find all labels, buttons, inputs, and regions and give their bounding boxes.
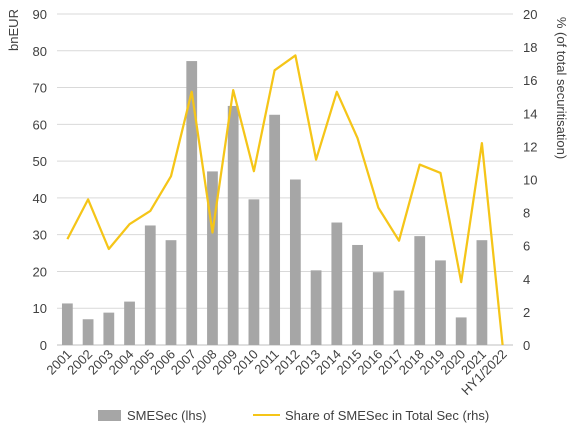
bar-2006 <box>165 240 177 345</box>
right-tick-label: 12 <box>523 139 537 154</box>
bar-2004 <box>124 301 135 345</box>
legend-swatch-smesec <box>98 410 121 421</box>
bar-2019 <box>435 260 446 345</box>
left-tick-label: 30 <box>33 228 47 243</box>
legend-label-share: Share of SMESec in Total Sec (rhs) <box>285 408 489 423</box>
bar-2016 <box>372 272 384 345</box>
right-axis-ticks: 0 2 4 6 8 10 12 14 16 18 20 <box>523 7 537 353</box>
legend-label-smesec: SMESec (lhs) <box>127 408 206 423</box>
share-line <box>66 54 504 346</box>
left-tick-label: 80 <box>33 44 47 59</box>
right-tick-label: 20 <box>523 7 537 22</box>
bar-2007 <box>186 61 198 345</box>
right-tick-label: 4 <box>523 272 530 287</box>
bar-series <box>61 61 488 345</box>
legend: SMESec (lhs) Share of SMESec in Total Se… <box>98 408 489 423</box>
right-tick-label: 0 <box>523 338 530 353</box>
bar-2002 <box>82 319 94 345</box>
bar-2020 <box>455 317 467 345</box>
left-tick-label: 10 <box>33 301 47 316</box>
left-tick-label: 20 <box>33 264 47 279</box>
bar-2012 <box>289 179 301 345</box>
right-tick-label: 10 <box>523 173 537 188</box>
right-tick-label: 16 <box>523 73 537 88</box>
left-axis-title: bnEUR <box>6 9 21 51</box>
bar-2010 <box>248 199 260 345</box>
left-tick-label: 90 <box>33 7 47 22</box>
bar-2009 <box>227 105 239 345</box>
bar-2014 <box>331 222 343 345</box>
left-tick-label: 0 <box>40 338 47 353</box>
right-tick-label: 18 <box>523 40 537 55</box>
x-axis-ticks: 2001200220032004200520062007200820092010… <box>43 347 509 398</box>
left-tick-label: 40 <box>33 191 47 206</box>
line-series <box>66 54 504 346</box>
left-axis-ticks: 0 10 20 30 40 50 60 70 80 90 <box>33 7 47 353</box>
left-tick-label: 70 <box>33 81 47 96</box>
bar-2021 <box>476 240 488 345</box>
right-axis-title: % (of total securitisation) <box>554 17 569 159</box>
bar-2013 <box>310 270 322 345</box>
bar-2011 <box>269 114 281 345</box>
bar-2015 <box>352 244 363 345</box>
bar-2005 <box>144 225 156 345</box>
bar-2008 <box>207 171 218 345</box>
left-tick-label: 50 <box>33 154 47 169</box>
bar-2003 <box>103 312 115 345</box>
right-tick-label: 6 <box>523 239 530 254</box>
right-tick-label: 14 <box>523 106 537 121</box>
left-tick-label: 60 <box>33 117 47 132</box>
right-tick-label: 2 <box>523 305 530 320</box>
right-tick-label: 8 <box>523 206 530 221</box>
bar-2001 <box>61 303 73 345</box>
bar-2018 <box>414 236 426 345</box>
bar-2017 <box>393 290 405 345</box>
